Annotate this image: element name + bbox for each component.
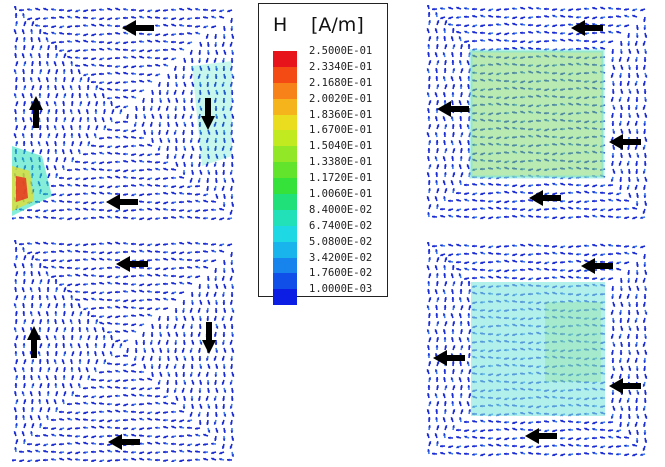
legend-swatch [273, 241, 297, 258]
direction-arrow-left-left [433, 350, 465, 366]
legend-symbol: H [273, 14, 288, 36]
field-arrows-top-left [12, 6, 235, 221]
legend-label: 1.1720E-01 [309, 172, 373, 185]
legend-swatch [273, 130, 297, 147]
field-plot-bottom-right [425, 242, 653, 460]
legend-label: 2.5000E-01 [309, 45, 373, 57]
legend-swatch [273, 257, 297, 274]
legend-swatch [273, 146, 297, 163]
direction-arrow-left-top [571, 20, 603, 36]
legend-label: 2.1680E-01 [309, 76, 373, 89]
direction-arrow-left-bottom [525, 428, 557, 444]
legend-swatch [273, 209, 297, 226]
direction-arrow-left-top [116, 256, 148, 272]
legend-swatch [273, 162, 297, 179]
legend-label: 1.3380E-01 [309, 156, 373, 169]
inner-region-bottom-right [471, 282, 605, 416]
hotspot-top-left [12, 61, 232, 216]
legend-swatch [273, 178, 297, 195]
legend-label: 2.3340E-01 [309, 60, 373, 73]
direction-arrow-up-left [27, 326, 41, 358]
legend-swatch [273, 194, 297, 210]
legend-label: 1.8360E-01 [309, 108, 373, 121]
legend-label: 1.0000E-03 [309, 283, 373, 296]
legend-swatch [273, 66, 297, 83]
legend-unit: [A/m] [311, 14, 364, 36]
direction-arrow-left-bottom [529, 190, 561, 206]
inner-region-top-right [471, 51, 603, 177]
direction-arrow-left-bottom [106, 194, 138, 210]
legend-swatch [273, 82, 297, 99]
legend-label: 3.4200E-02 [309, 251, 373, 264]
legend-label: 1.6700E-01 [309, 124, 373, 137]
legend-swatch [273, 289, 297, 306]
legend-label: 1.7600E-02 [309, 267, 373, 280]
legend-label: 1.5040E-01 [309, 140, 373, 153]
direction-arrow-left-right [609, 134, 641, 150]
legend-label: 8.4000E-02 [309, 203, 373, 216]
legend-swatch [273, 273, 297, 290]
legend-swatch [273, 98, 297, 115]
field-arrows-bottom-left [12, 240, 235, 462]
vector-field-bottom-left [12, 240, 235, 462]
field-plot-bottom-left [12, 240, 237, 462]
direction-arrow-left-right [609, 378, 641, 394]
direction-arrow-left-bottom [108, 434, 140, 450]
direction-arrow-left-top [122, 20, 154, 36]
direction-arrow-down-right [201, 98, 215, 130]
field-plot-top-right [425, 5, 653, 222]
legend-label: 2.0020E-01 [309, 92, 373, 105]
vector-field-top-right [426, 5, 648, 220]
legend-color-bar [273, 51, 297, 306]
direction-arrow-left-top [581, 258, 613, 274]
vector-field-bottom-right [426, 242, 648, 457]
legend-label: 1.0060E-01 [309, 188, 373, 201]
legend-label: 6.7400E-02 [309, 219, 373, 232]
legend-swatch [273, 51, 297, 67]
legend-label: 5.0800E-02 [309, 235, 373, 248]
vector-field-top-left [12, 6, 235, 221]
legend-labels: 2.5000E-01 2.3340E-01 2.1680E-01 2.0020E-01… [309, 44, 372, 298]
field-plot-top-left [12, 6, 237, 221]
direction-arrow-left-left [437, 101, 469, 117]
legend-title: H [A/m] [259, 12, 389, 38]
color-legend: H [A/m] 2.5000E-01 2.3340E-01 2.1680E-01 2.… [258, 3, 389, 306]
direction-arrow-up-left [29, 96, 43, 128]
direction-arrow-down-right [202, 322, 216, 354]
legend-swatch [273, 114, 297, 131]
legend-swatch [273, 225, 297, 242]
